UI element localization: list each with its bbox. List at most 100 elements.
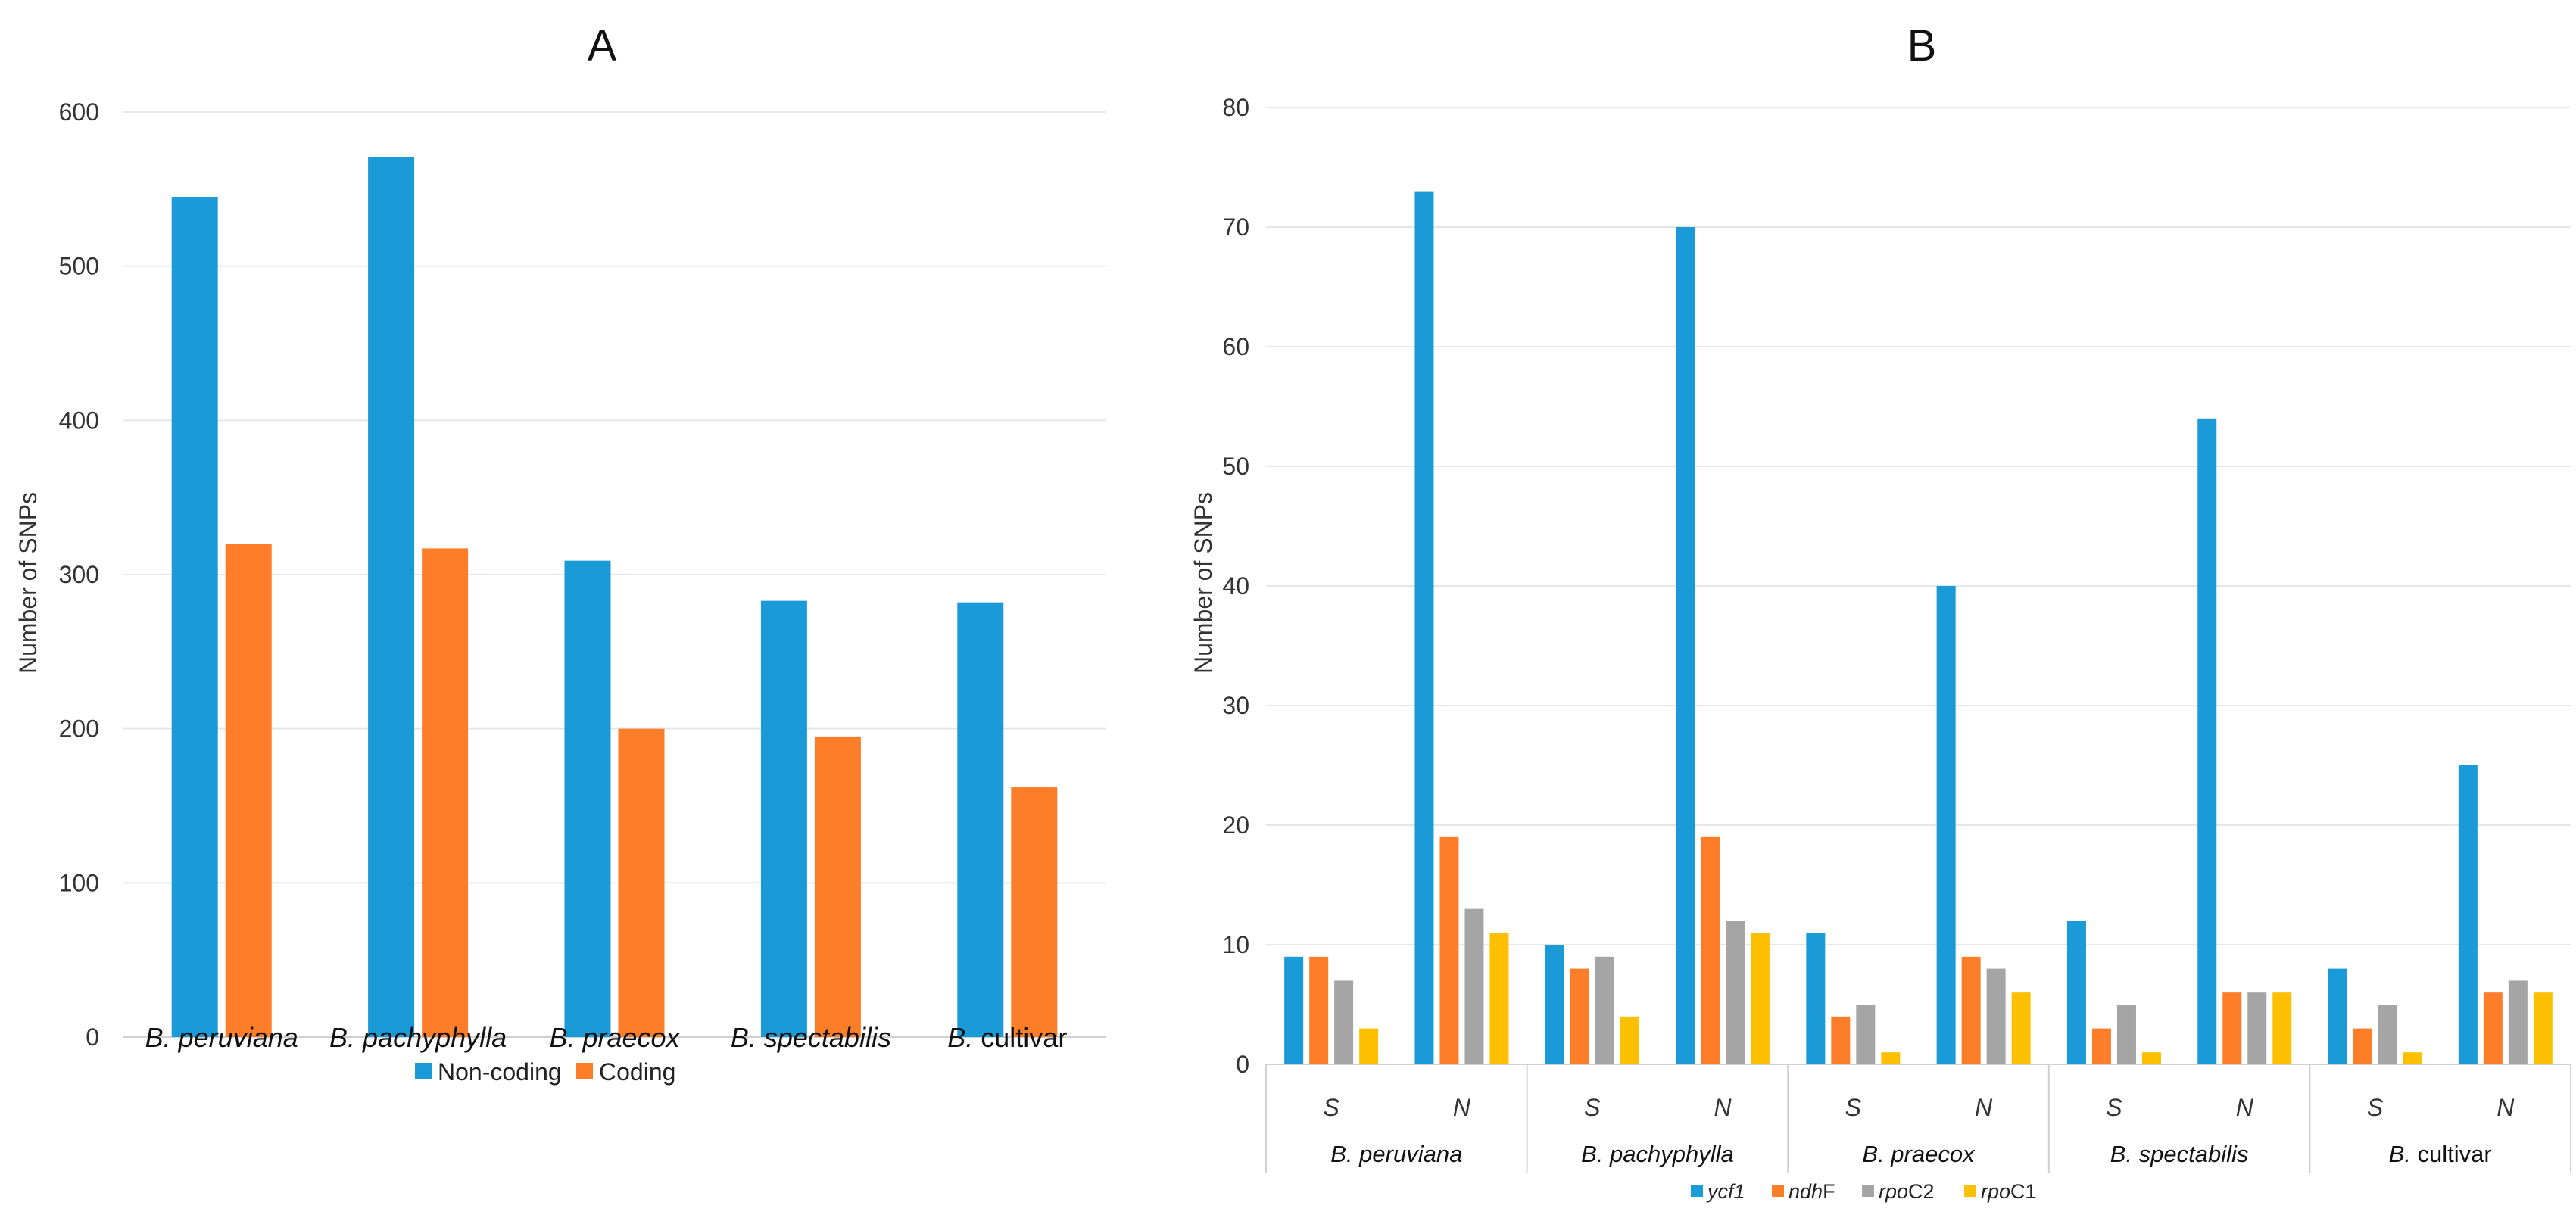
panel-a-category-praecox-epithet: praecox	[582, 1022, 681, 1053]
legend-swatch-rpoc2	[1862, 1185, 1874, 1197]
panel-b-bar-ycf1-praecox-s	[1806, 933, 1826, 1064]
legend-label-rpoc2: rpoC2	[1879, 1180, 1935, 1203]
panel-a-bars	[171, 157, 1058, 1038]
panel-b-y-tick-50: 50	[1222, 453, 1249, 480]
panel-b-subcategory-praecox-n: N	[1975, 1094, 1993, 1121]
panel-b-bar-ycf1-peruviana-s	[1284, 956, 1304, 1064]
panel-b-bar-ndhf-peruviana-n	[1439, 836, 1459, 1064]
panel-a-y-tick-200: 200	[59, 715, 99, 743]
panel-b-subcategory-praecox-s: S	[1845, 1094, 1861, 1121]
panel-b-bar-rpoc2-pachyphylla-s	[1595, 956, 1614, 1064]
panel-b-bar-rpoc2-cultivar-n	[2508, 980, 2528, 1064]
panel-b-bar-rpoc2-praecox-n	[1986, 968, 2006, 1064]
panel-a-gridlines	[123, 111, 1106, 1038]
panel-b-y-axis-title: Number of SNPs	[1190, 492, 1217, 674]
panel-b-subcategory-spectabilis-n: N	[2236, 1094, 2254, 1121]
legend-swatch-ndhf	[1772, 1185, 1784, 1197]
panel-b-bar-rpoc1-cultivar-s	[2403, 1052, 2422, 1064]
panel-a-category-peruviana: B. peruviana	[145, 1022, 298, 1053]
panel-b-bar-ndhf-pachyphylla-s	[1570, 968, 1589, 1064]
panel-b-group-spectabilis-epithet: spectabilis	[2139, 1141, 2249, 1167]
panel-b-bar-rpoc2-cultivar-s	[2378, 1005, 2397, 1064]
panel-b-group-praecox-epithet: praecox	[1890, 1141, 1976, 1167]
legend-rpoc1-rest: C1	[2010, 1180, 2037, 1203]
panel-b-y-tick-10: 10	[1222, 931, 1249, 958]
panel-b-bar-rpoc1-praecox-s	[1881, 1052, 1901, 1064]
legend-rpoc2-rest: C2	[1908, 1180, 1935, 1203]
panel-b-bar-ndhf-praecox-n	[1961, 956, 1981, 1064]
legend-swatch-rpoc1	[1964, 1185, 1976, 1197]
panel-b-bar-ycf1-spectabilis-s	[2066, 921, 2086, 1064]
legend-label-ycf1: ycf1	[1706, 1180, 1745, 1203]
panel-a-category-praecox: B. praecox	[549, 1022, 681, 1053]
panel-a-y-axis-title: Number of SNPs	[14, 492, 42, 674]
panel-a-bar-coding-pachyphylla	[422, 548, 469, 1037]
panel-a-y-tick-100: 100	[59, 869, 99, 896]
legend-ndhf-rest: F	[1823, 1180, 1835, 1203]
panel-a-bar-non-coding-pachyphylla	[368, 157, 415, 1037]
panel-b-bars	[1284, 191, 2553, 1065]
panel-b-bar-ndhf-cultivar-s	[2353, 1028, 2372, 1064]
panel-a-category-peruviana-genus: B.	[145, 1022, 179, 1053]
panel-a-bar-non-coding-praecox	[564, 560, 611, 1037]
legend-swatch-coding	[576, 1063, 593, 1079]
panel-a-bar-coding-spectabilis	[814, 736, 861, 1037]
panel-b-bar-ndhf-peruviana-s	[1309, 956, 1329, 1064]
legend-swatch-non-coding	[415, 1063, 432, 1079]
panel-b-group-spectabilis-genus: B.	[2110, 1141, 2139, 1167]
panel-b-subcategory-peruviana-n: N	[1453, 1094, 1471, 1121]
panel-a-category-cultivar-genus: B.	[947, 1022, 981, 1053]
panel-b-group-labels: B. peruviana B. pachyphylla B. praecox B. s…	[1330, 1141, 2491, 1167]
panel-b-bar-ycf1-pachyphylla-s	[1545, 945, 1564, 1064]
panel-a-y-tick-500: 500	[59, 253, 99, 280]
panel-b-group-cultivar: B. cultivar	[2389, 1141, 2492, 1167]
panel-b-bar-rpoc1-praecox-n	[2011, 992, 2031, 1064]
panel-a-bar-coding-cultivar	[1011, 787, 1058, 1037]
panel-b-bar-ycf1-cultivar-n	[2458, 765, 2478, 1064]
panel-b-group-pachyphylla-genus: B.	[1581, 1141, 1610, 1167]
panel-b-y-tick-80: 80	[1222, 94, 1249, 121]
panel-a-y-tick-400: 400	[59, 407, 99, 434]
panel-b-label: B	[1907, 21, 1937, 70]
panel-b-bar-rpoc2-peruviana-n	[1464, 908, 1484, 1064]
panel-b-bar-ndhf-spectabilis-s	[2091, 1028, 2111, 1064]
panel-b-bar-rpoc2-praecox-s	[1856, 1005, 1876, 1064]
panel-a: A Number of SNPs 0 100 200 300 400 500 600 B. …	[14, 21, 1106, 1086]
panel-b-y-tick-60: 60	[1222, 333, 1249, 360]
panel-b-y-tick-20: 20	[1222, 811, 1249, 839]
panel-b-bar-rpoc2-peruviana-s	[1334, 980, 1354, 1064]
panel-a-label: A	[588, 21, 617, 70]
panel-b-bar-rpoc2-spectabilis-s	[2116, 1005, 2136, 1064]
panel-a-bar-coding-peruviana	[225, 544, 272, 1037]
panel-b-bar-ndhf-pachyphylla-n	[1701, 836, 1720, 1064]
legend-swatch-ycf1	[1691, 1185, 1703, 1197]
panel-a-bar-non-coding-spectabilis	[760, 600, 807, 1037]
panel-a-y-tick-0: 0	[86, 1023, 99, 1051]
panel-b: B Number of SNPs 0 10 20 30 40 50 60 70 80 S N S N S…	[1190, 21, 2571, 1203]
panel-b-bar-rpoc1-peruviana-s	[1359, 1028, 1379, 1064]
panel-b-bar-rpoc2-spectabilis-n	[2247, 992, 2267, 1064]
panel-b-y-tick-40: 40	[1222, 572, 1249, 600]
panel-a-legend: Non-coding Coding	[415, 1058, 675, 1086]
panel-b-gridlines	[1266, 107, 2571, 1065]
panel-a-category-praecox-genus: B.	[549, 1022, 582, 1053]
panel-b-bar-ycf1-spectabilis-n	[2197, 418, 2217, 1064]
panel-b-group-spectabilis: B. spectabilis	[2110, 1141, 2249, 1167]
panel-b-subcategory-peruviana-s: S	[1323, 1094, 1339, 1121]
panel-b-group-pachyphylla: B. pachyphylla	[1581, 1141, 1734, 1167]
panel-a-bar-non-coding-peruviana	[171, 197, 218, 1038]
panel-b-bar-ndhf-praecox-s	[1831, 1016, 1851, 1064]
panel-a-category-spectabilis: B. spectabilis	[731, 1022, 891, 1053]
panel-b-group-cultivar-genus: B.	[2389, 1141, 2418, 1167]
panel-b-legend: ycf1 ndhF rpoC2 rpoC1	[1691, 1180, 2037, 1203]
panel-b-bar-ycf1-pachyphylla-n	[1676, 227, 1695, 1064]
panel-a-y-ticks: 0 100 200 300 400 500 600	[59, 98, 99, 1051]
panel-a-y-tick-300: 300	[59, 561, 99, 588]
legend-label-coding: Coding	[599, 1058, 675, 1086]
panel-b-group-separators	[1265, 1064, 2571, 1173]
panel-b-y-ticks: 0 10 20 30 40 50 60 70 80	[1222, 94, 1249, 1078]
panel-b-bar-rpoc1-cultivar-n	[2533, 992, 2553, 1064]
panel-b-group-pachyphylla-epithet: pachyphylla	[1609, 1141, 1734, 1167]
